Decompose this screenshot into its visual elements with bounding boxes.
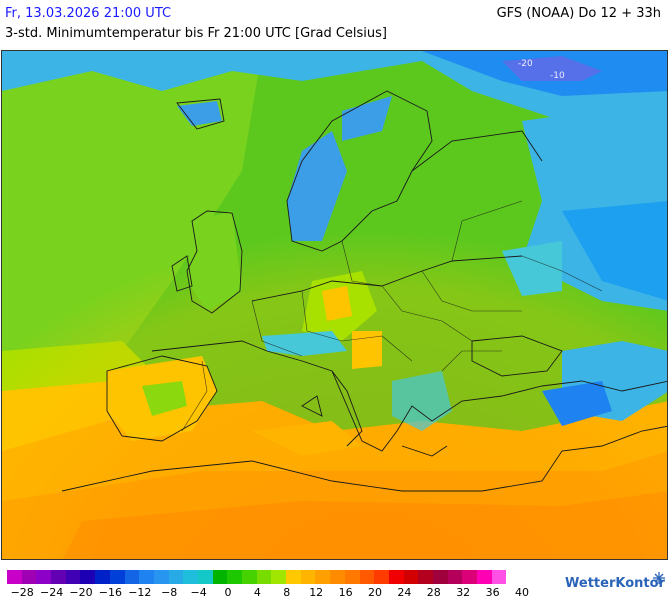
legend-swatch xyxy=(242,570,257,584)
wetterkontor-logo: WetterKontor xyxy=(565,576,665,591)
legend-swatch xyxy=(462,570,477,584)
legend-swatch xyxy=(7,570,22,584)
legend-swatch xyxy=(36,570,52,584)
forecast-date: Fr, 13.03.2026 21:00 UTC xyxy=(5,6,172,21)
legend-tick-label: 8 xyxy=(283,586,291,599)
legend-swatch xyxy=(256,570,272,584)
legend-swatch xyxy=(183,570,198,584)
legend-swatch xyxy=(51,570,66,584)
legend-swatch xyxy=(300,570,316,584)
contour-label-minus-10: -10 xyxy=(550,71,565,81)
legend-swatch xyxy=(418,570,433,584)
legend-tick-label: 36 xyxy=(485,586,500,599)
legend-swatch xyxy=(315,570,331,584)
legend-swatch xyxy=(212,570,228,584)
legend-tick-label: 20 xyxy=(368,586,382,599)
legend-swatch xyxy=(491,570,507,584)
legend-swatch xyxy=(95,570,110,584)
legend-swatch xyxy=(403,570,419,584)
legend-swatch xyxy=(21,570,37,584)
temperature-map: -20 -10 xyxy=(1,50,668,560)
legend-tick-label: 12 xyxy=(309,586,324,599)
legend-tick-label: 4 xyxy=(253,586,261,599)
legend-tick-label: −20 xyxy=(69,586,93,599)
legend-swatch xyxy=(65,570,81,584)
legend-swatch xyxy=(330,570,345,584)
legend-tick-label: 40 xyxy=(515,586,529,599)
legend-tick-label: −4 xyxy=(190,586,207,599)
legend-swatch xyxy=(168,570,184,584)
legend-swatch xyxy=(432,570,448,584)
legend-swatch xyxy=(359,570,375,584)
legend-swatch xyxy=(388,570,404,584)
color-legend: −28 −24 −20 −16 −12 −8 −4 0 4 8 12 16 20 24 28 32 36 40 xyxy=(7,570,529,602)
legend-swatch xyxy=(109,570,125,584)
legend-swatch xyxy=(80,570,96,584)
legend-tick-label: 24 xyxy=(397,586,412,599)
legend-tick-label: 32 xyxy=(456,586,471,599)
legend-swatch xyxy=(286,570,301,584)
legend-color-bar xyxy=(7,570,507,584)
legend-tick-label: 0 xyxy=(224,586,232,599)
legend-swatch xyxy=(153,570,169,584)
legend-swatch xyxy=(477,570,492,584)
map-title: 3-std. Minimumtemperatur bis Fr 21:00 UT… xyxy=(5,26,388,41)
legend-tick-label: −28 xyxy=(10,586,34,599)
legend-swatch xyxy=(344,570,360,584)
legend-tick-labels: −28 −24 −20 −16 −12 −8 −4 0 4 8 12 16 20 24 28 32 36 40 xyxy=(7,586,529,602)
legend-swatch xyxy=(271,570,287,584)
legend-tick-label: −8 xyxy=(161,586,178,599)
legend-tick-label: −12 xyxy=(128,586,152,599)
legend-swatch xyxy=(197,570,213,584)
legend-swatch xyxy=(124,570,140,584)
legend-swatch xyxy=(447,570,463,584)
legend-tick-label: −16 xyxy=(98,586,122,599)
logo-icon xyxy=(653,572,665,584)
legend-swatch xyxy=(227,570,242,584)
model-run-label: GFS (NOAA) Do 12 + 33h xyxy=(496,6,661,21)
legend-tick-label: 16 xyxy=(338,586,353,599)
legend-tick-label: 28 xyxy=(426,586,441,599)
legend-swatch xyxy=(374,570,389,584)
contour-label-minus-20: -20 xyxy=(518,59,533,69)
legend-tick-label: −24 xyxy=(39,586,64,599)
legend-swatch xyxy=(139,570,154,584)
